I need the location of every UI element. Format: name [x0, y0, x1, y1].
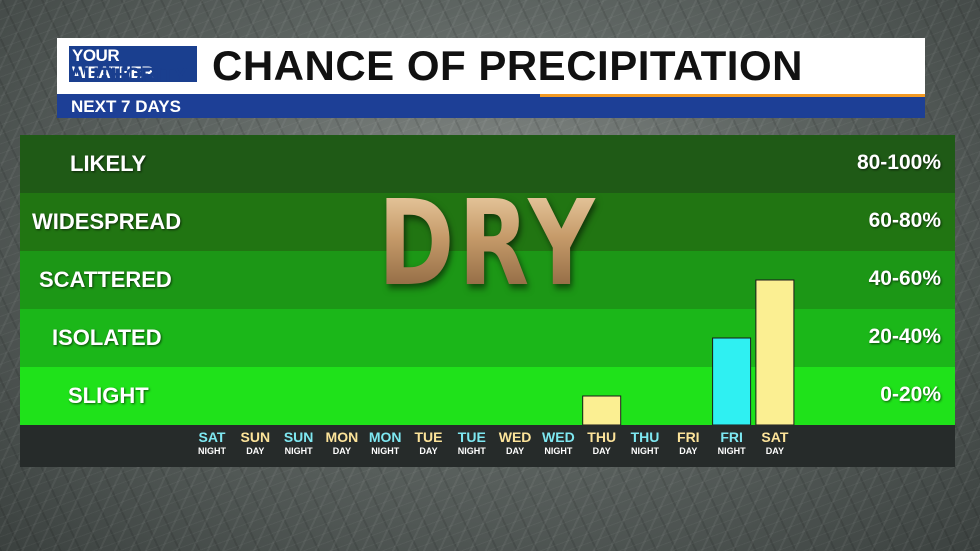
title-bar: YOUR WEATHER AUTHORITY CHANCE OF PRECIPI… [57, 38, 925, 94]
band-range: 80-100% [856, 151, 941, 174]
x-tick-sat-day: SAT DAY [753, 429, 797, 458]
chart-title: CHANCE OF PRECIPITATION [212, 42, 803, 89]
band-label: WIDESPREAD [32, 209, 182, 234]
x-tick-part: DAY [419, 446, 438, 456]
bar-layer [582, 279, 795, 425]
x-tick-day: MON [325, 429, 359, 445]
band-label: ISOLATED [52, 325, 162, 350]
x-tick-mon-day: MON DAY [320, 429, 364, 458]
band-scattered: SCATTERED 40-60% [20, 251, 955, 309]
x-tick-sun-day: SUN DAY [233, 429, 277, 458]
bar-fri-night [712, 337, 752, 425]
band-likely: LIKELY 80-100% [20, 135, 955, 193]
x-tick-part: DAY [506, 446, 525, 456]
x-tick-part: NIGHT [198, 446, 226, 456]
x-tick-day: THU [630, 429, 660, 445]
x-tick-day: FRI [720, 429, 743, 445]
x-tick-wed-night: WED NIGHT [536, 429, 580, 458]
x-tick-thu-day: THU DAY [580, 429, 624, 458]
x-tick-day: FRI [677, 429, 700, 445]
x-tick-part: DAY [592, 446, 611, 456]
x-tick-part: DAY [679, 446, 698, 456]
band-label: SLIGHT [68, 383, 149, 408]
bar-sat-day [755, 279, 795, 425]
x-tick-wed-day: WED DAY [493, 429, 537, 458]
x-tick-tue-night: TUE NIGHT [450, 429, 494, 458]
x-tick-part: NIGHT [631, 446, 659, 456]
orange-accent-line [540, 94, 925, 97]
x-tick-thu-night: THU NIGHT [623, 429, 667, 458]
x-tick-day: THU [587, 429, 617, 445]
day-label-strip: SAT NIGHT SUN DAY SUN NIGHT MON DAY MON NIGHT TUE D… [20, 425, 955, 467]
x-tick-part: NIGHT [457, 446, 486, 456]
station-logo: YOUR WEATHER AUTHORITY [69, 46, 197, 86]
band-slight: SLIGHT 0-20% [20, 367, 955, 425]
x-tick-part: NIGHT [544, 446, 573, 456]
x-tick-part: DAY [765, 446, 784, 456]
band-range: 40-60% [868, 267, 941, 290]
x-tick-mon-night: MON NIGHT [363, 429, 407, 458]
x-tick-part: NIGHT [284, 446, 313, 456]
subtitle-bar: NEXT 7 DAYS [57, 94, 925, 118]
dry-overlay-text: DRY [378, 175, 599, 312]
x-tick-part: DAY [246, 446, 265, 456]
x-tick-day: WED [498, 429, 532, 445]
x-tick-day: TUE [457, 429, 486, 445]
band-label: SCATTERED [39, 267, 172, 292]
x-tick-day: SUN [283, 429, 314, 445]
logo-top-text: YOUR WEATHER [69, 46, 197, 82]
chart-subtitle: NEXT 7 DAYS [71, 97, 181, 116]
precipitation-chart: LIKELY 80-100% WIDESPREAD 60-80% SCATTER… [20, 135, 955, 425]
band-range: 20-40% [868, 325, 941, 348]
x-tick-sat-night: SAT NIGHT [190, 429, 234, 458]
band-widespread: WIDESPREAD 60-80% [20, 193, 955, 251]
x-tick-tue-day: TUE DAY [407, 429, 451, 458]
band-label: LIKELY [70, 151, 147, 176]
band-range: 0-20% [880, 383, 941, 406]
x-tick-day: SAT [761, 429, 789, 445]
x-tick-day: WED [542, 429, 575, 445]
x-tick-part: NIGHT [371, 446, 400, 456]
x-tick-part: DAY [332, 446, 351, 456]
x-tick-fri-night: FRI NIGHT [710, 429, 754, 458]
x-tick-part: NIGHT [717, 446, 746, 456]
x-tick-day: MON [368, 429, 402, 445]
band-isolated: ISOLATED 20-40% [20, 309, 955, 367]
band-range: 60-80% [868, 209, 941, 232]
x-tick-day: SUN [240, 429, 271, 445]
bar-thu-day [582, 395, 622, 425]
x-tick-day: TUE [414, 429, 443, 445]
x-tick-sun-night: SUN NIGHT [277, 429, 321, 458]
x-tick-fri-day: FRI DAY [666, 429, 710, 458]
logo-bottom-text: AUTHORITY [69, 64, 188, 87]
x-tick-day: SAT [198, 429, 226, 445]
